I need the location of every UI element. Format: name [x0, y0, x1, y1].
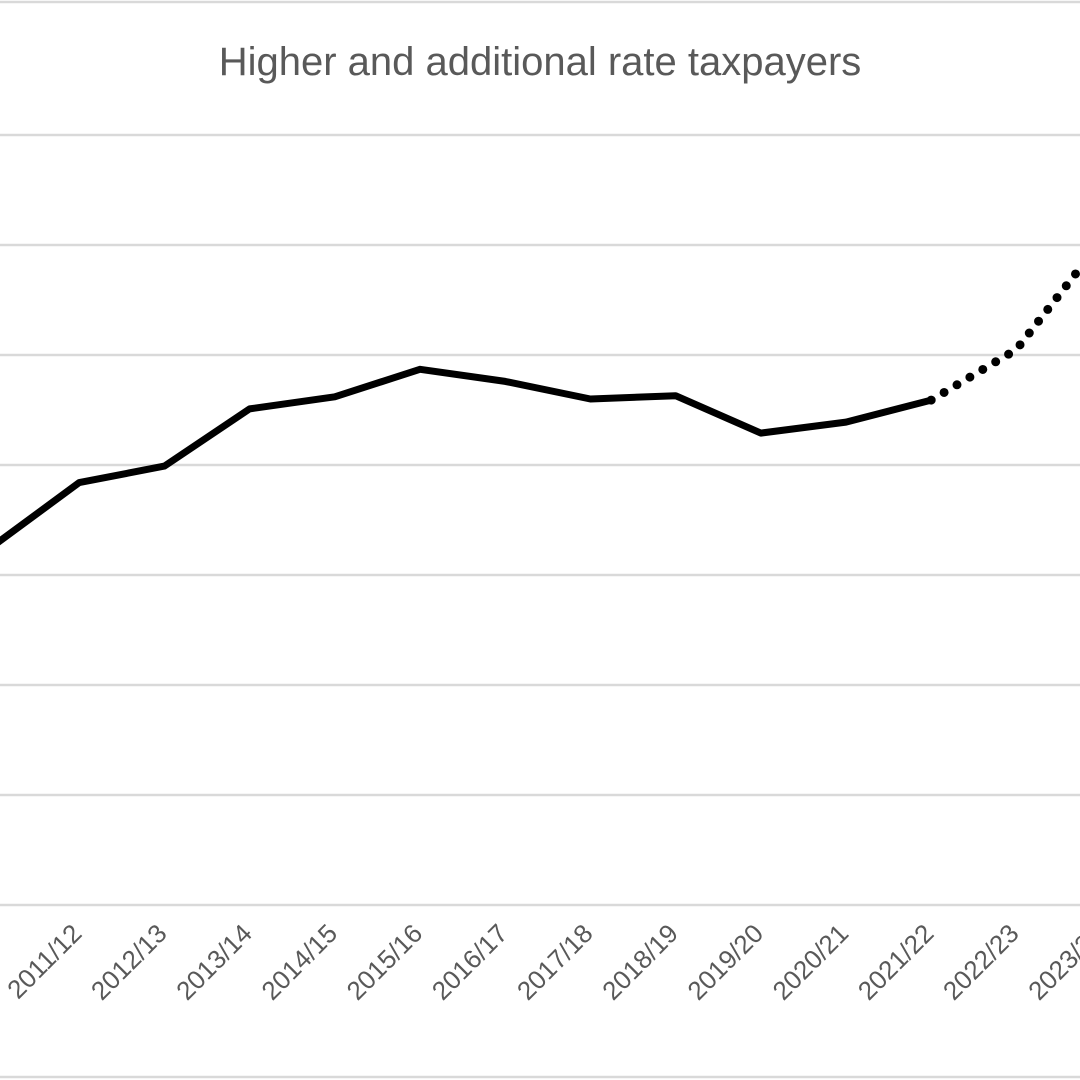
- series-lines: [0, 260, 1080, 546]
- x-tick-label: 2010/11: [0, 918, 2, 1004]
- chart-title: Higher and additional rate taxpayers: [219, 40, 862, 84]
- x-tick-label: 2021/22: [852, 918, 940, 1006]
- x-tick-label: 2019/20: [681, 918, 769, 1006]
- projection-line: [926, 260, 1080, 405]
- x-tick-label: 2022/23: [937, 918, 1025, 1006]
- x-tick-label: 2014/15: [255, 918, 343, 1006]
- x-axis-tick-labels: 2010/112011/122012/132013/142014/152015/…: [0, 918, 1080, 1006]
- x-tick-label: 2013/14: [170, 918, 258, 1006]
- actual-line: [0, 365, 935, 546]
- x-tick-label: 2011/12: [1, 918, 87, 1004]
- x-tick-label: 2015/16: [341, 918, 429, 1006]
- x-tick-label: 2012/13: [85, 918, 173, 1006]
- x-tick-label: 2023/24: [1022, 918, 1080, 1006]
- x-tick-label: 2016/17: [426, 918, 514, 1006]
- x-tick-label: 2017/18: [511, 918, 599, 1006]
- x-tick-label: 2020/21: [767, 918, 855, 1006]
- x-tick-label: 2018/19: [596, 918, 684, 1006]
